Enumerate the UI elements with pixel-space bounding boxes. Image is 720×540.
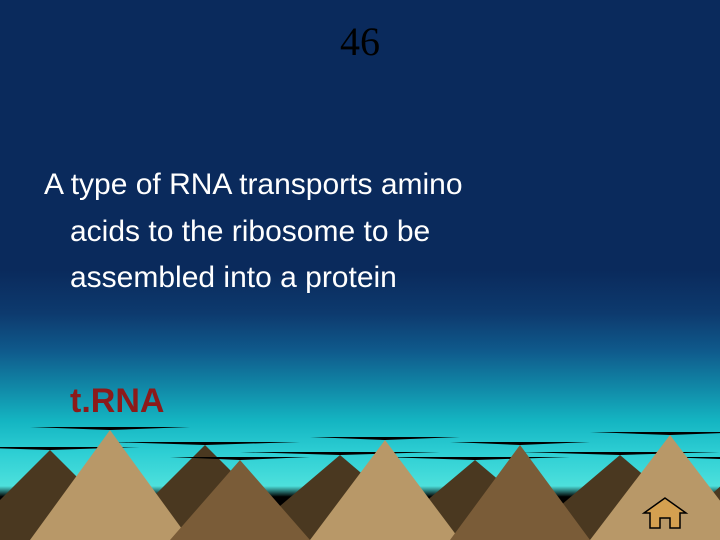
home-icon	[638, 496, 692, 530]
mountain-peak	[450, 442, 590, 540]
question-line-2: acids to the ribosome to be	[44, 209, 660, 256]
question-line-3: assembled into a protein	[44, 255, 660, 302]
home-button[interactable]	[638, 496, 692, 530]
mountain-peak	[310, 437, 460, 540]
question-text: A type of RNA transports amino acids to …	[44, 162, 660, 302]
mountain-peak	[30, 427, 190, 540]
slide-container: 46 A type of RNA transports amino acids …	[0, 0, 720, 540]
mountain-peak	[170, 457, 310, 540]
slide-number: 46	[0, 18, 720, 65]
answer-text: t.RNA	[70, 382, 164, 421]
question-line-1: A type of RNA transports amino	[44, 168, 463, 201]
